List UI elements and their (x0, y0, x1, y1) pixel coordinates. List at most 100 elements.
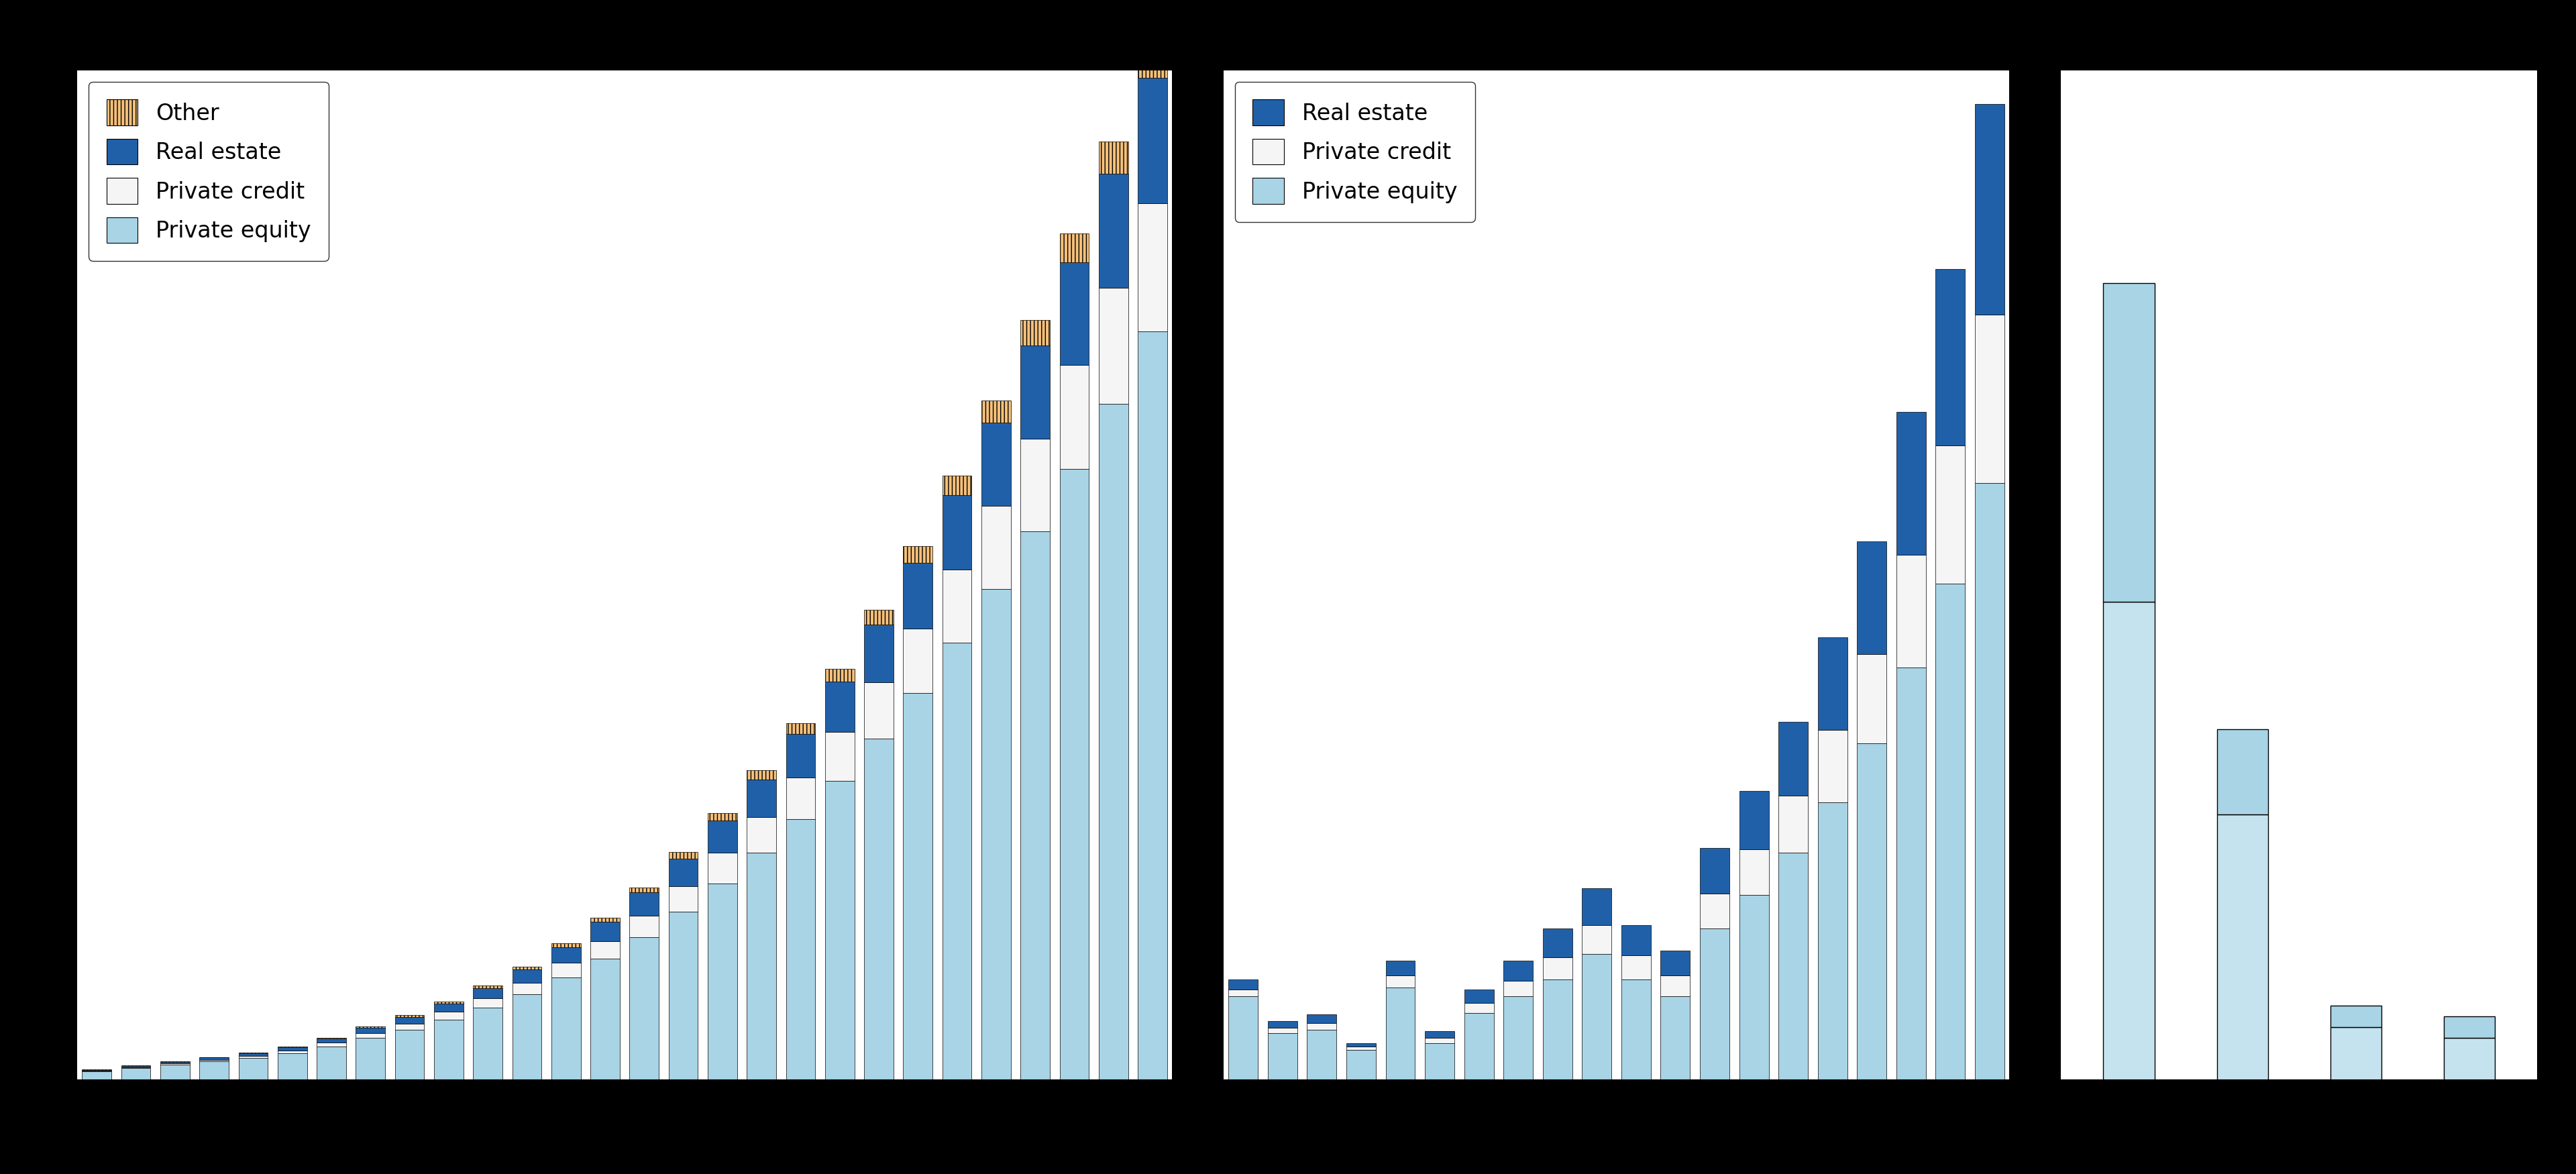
Bar (1425, 1038, 1455, 1043)
Bar (240, 1053, 268, 1055)
Bar (1306, 1014, 1337, 1023)
Bar (2218, 729, 2267, 815)
Bar (824, 731, 855, 781)
Bar (824, 669, 855, 681)
Bar (1896, 555, 1927, 668)
Bar (1976, 104, 2004, 315)
Bar (355, 1038, 386, 1080)
Bar (786, 734, 814, 777)
Bar (981, 506, 1010, 588)
Bar (1229, 990, 1257, 996)
Bar (1582, 925, 1613, 953)
Bar (551, 947, 580, 963)
Bar (670, 852, 698, 858)
Bar (1504, 960, 1533, 980)
Bar (1139, 77, 1167, 203)
Bar (1139, 41, 1167, 77)
Bar (863, 610, 894, 625)
Bar (1139, 331, 1167, 1080)
Bar (1582, 889, 1613, 925)
Bar (551, 944, 580, 947)
Bar (1819, 730, 1847, 803)
Bar (198, 1060, 229, 1061)
Bar (474, 998, 502, 1007)
Bar (2445, 1038, 2494, 1080)
Bar (474, 1007, 502, 1080)
Bar (629, 937, 659, 1080)
Bar (1935, 446, 1965, 583)
Bar (1306, 1023, 1337, 1030)
Bar (1059, 234, 1090, 262)
Bar (1582, 953, 1613, 1080)
Bar (394, 1030, 425, 1080)
Bar (1020, 532, 1051, 1080)
Bar (355, 1027, 386, 1028)
Bar (1700, 929, 1728, 1080)
Bar (160, 1064, 191, 1065)
Bar (1425, 1031, 1455, 1038)
Bar (943, 569, 971, 642)
Bar (670, 912, 698, 1080)
Bar (708, 852, 737, 883)
Bar (1543, 929, 1571, 957)
Bar (786, 723, 814, 734)
Bar (198, 1058, 229, 1060)
Bar (747, 770, 775, 780)
Bar (474, 985, 502, 987)
Bar (981, 588, 1010, 1080)
Bar (435, 1001, 464, 1004)
Bar (513, 994, 541, 1080)
Bar (121, 1068, 149, 1080)
Bar (394, 1024, 425, 1030)
Bar (2445, 1017, 2494, 1038)
Bar (1425, 1043, 1455, 1080)
Bar (1100, 141, 1128, 174)
Bar (670, 886, 698, 912)
Bar (863, 682, 894, 738)
Bar (590, 959, 621, 1080)
Bar (394, 1016, 425, 1017)
Bar (824, 781, 855, 1080)
Bar (1620, 979, 1651, 1080)
Bar (474, 987, 502, 998)
Bar (278, 1047, 307, 1051)
Bar (1347, 1043, 1376, 1046)
Legend: Other, Real estate, Private credit, Private equity: Other, Real estate, Private credit, Priv… (88, 82, 330, 261)
Bar (904, 564, 933, 629)
Bar (513, 970, 541, 983)
Bar (1139, 203, 1167, 331)
Bar (1896, 412, 1927, 555)
Bar (1100, 288, 1128, 404)
Bar (904, 693, 933, 1080)
Bar (278, 1053, 307, 1080)
Bar (278, 1051, 307, 1053)
Bar (317, 1039, 345, 1043)
Bar (943, 475, 971, 495)
Bar (824, 681, 855, 731)
Bar (1504, 980, 1533, 996)
Bar (1100, 404, 1128, 1080)
Bar (2105, 602, 2154, 1080)
Bar (670, 858, 698, 886)
Bar (904, 629, 933, 693)
Bar (747, 817, 775, 852)
Bar (708, 883, 737, 1080)
Bar (1662, 976, 1690, 996)
Bar (394, 1017, 425, 1024)
Bar (786, 819, 814, 1080)
Bar (1976, 483, 2004, 1080)
Bar (551, 963, 580, 978)
Bar (1777, 796, 1808, 852)
Bar (590, 918, 621, 922)
Bar (1267, 1028, 1298, 1033)
Bar (1059, 470, 1090, 1080)
Bar (1620, 925, 1651, 956)
Legend: Real estate, Private credit, Private equity: Real estate, Private credit, Private equ… (1234, 82, 1476, 222)
Bar (943, 642, 971, 1080)
Bar (1777, 852, 1808, 1080)
Bar (121, 1067, 149, 1068)
Bar (1386, 960, 1414, 976)
Bar (981, 423, 1010, 506)
Bar (1463, 1013, 1494, 1080)
Bar (981, 400, 1010, 423)
